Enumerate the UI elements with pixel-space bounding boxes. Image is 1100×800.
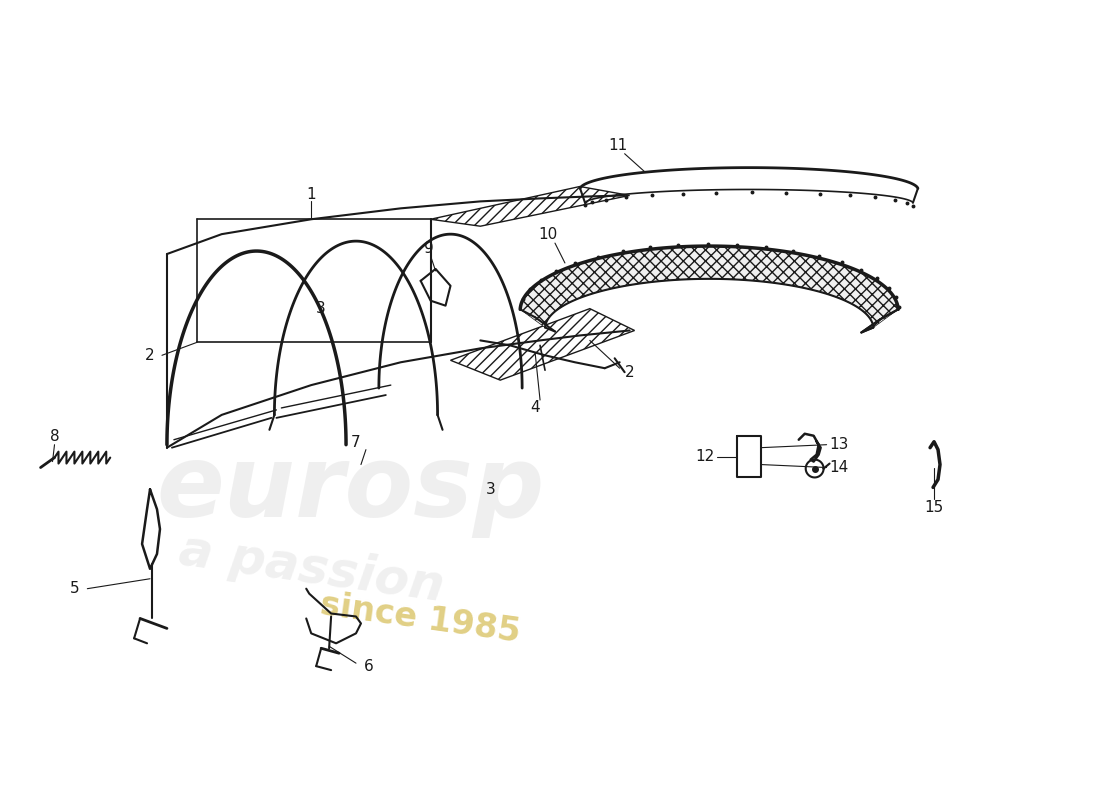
Text: 2: 2 [145,348,155,363]
Polygon shape [430,186,629,226]
Text: 6: 6 [364,658,374,674]
Text: 11: 11 [608,138,627,154]
Text: 4: 4 [530,401,540,415]
Text: 5: 5 [69,581,79,596]
Text: 1: 1 [307,187,316,202]
Text: eurosp: eurosp [157,441,546,538]
Text: a passion: a passion [176,526,447,611]
Text: 9: 9 [424,241,433,255]
Text: 14: 14 [829,460,848,475]
Text: 13: 13 [828,437,848,452]
Polygon shape [520,246,899,327]
Text: 15: 15 [924,500,944,514]
Text: since 1985: since 1985 [318,588,522,649]
Polygon shape [451,309,635,380]
Text: 3: 3 [317,301,326,316]
Text: 8: 8 [50,430,59,444]
Text: 12: 12 [695,449,715,464]
Text: 2: 2 [625,365,635,380]
Text: 10: 10 [538,226,558,242]
Text: 3: 3 [485,482,495,497]
Text: 7: 7 [351,435,361,450]
